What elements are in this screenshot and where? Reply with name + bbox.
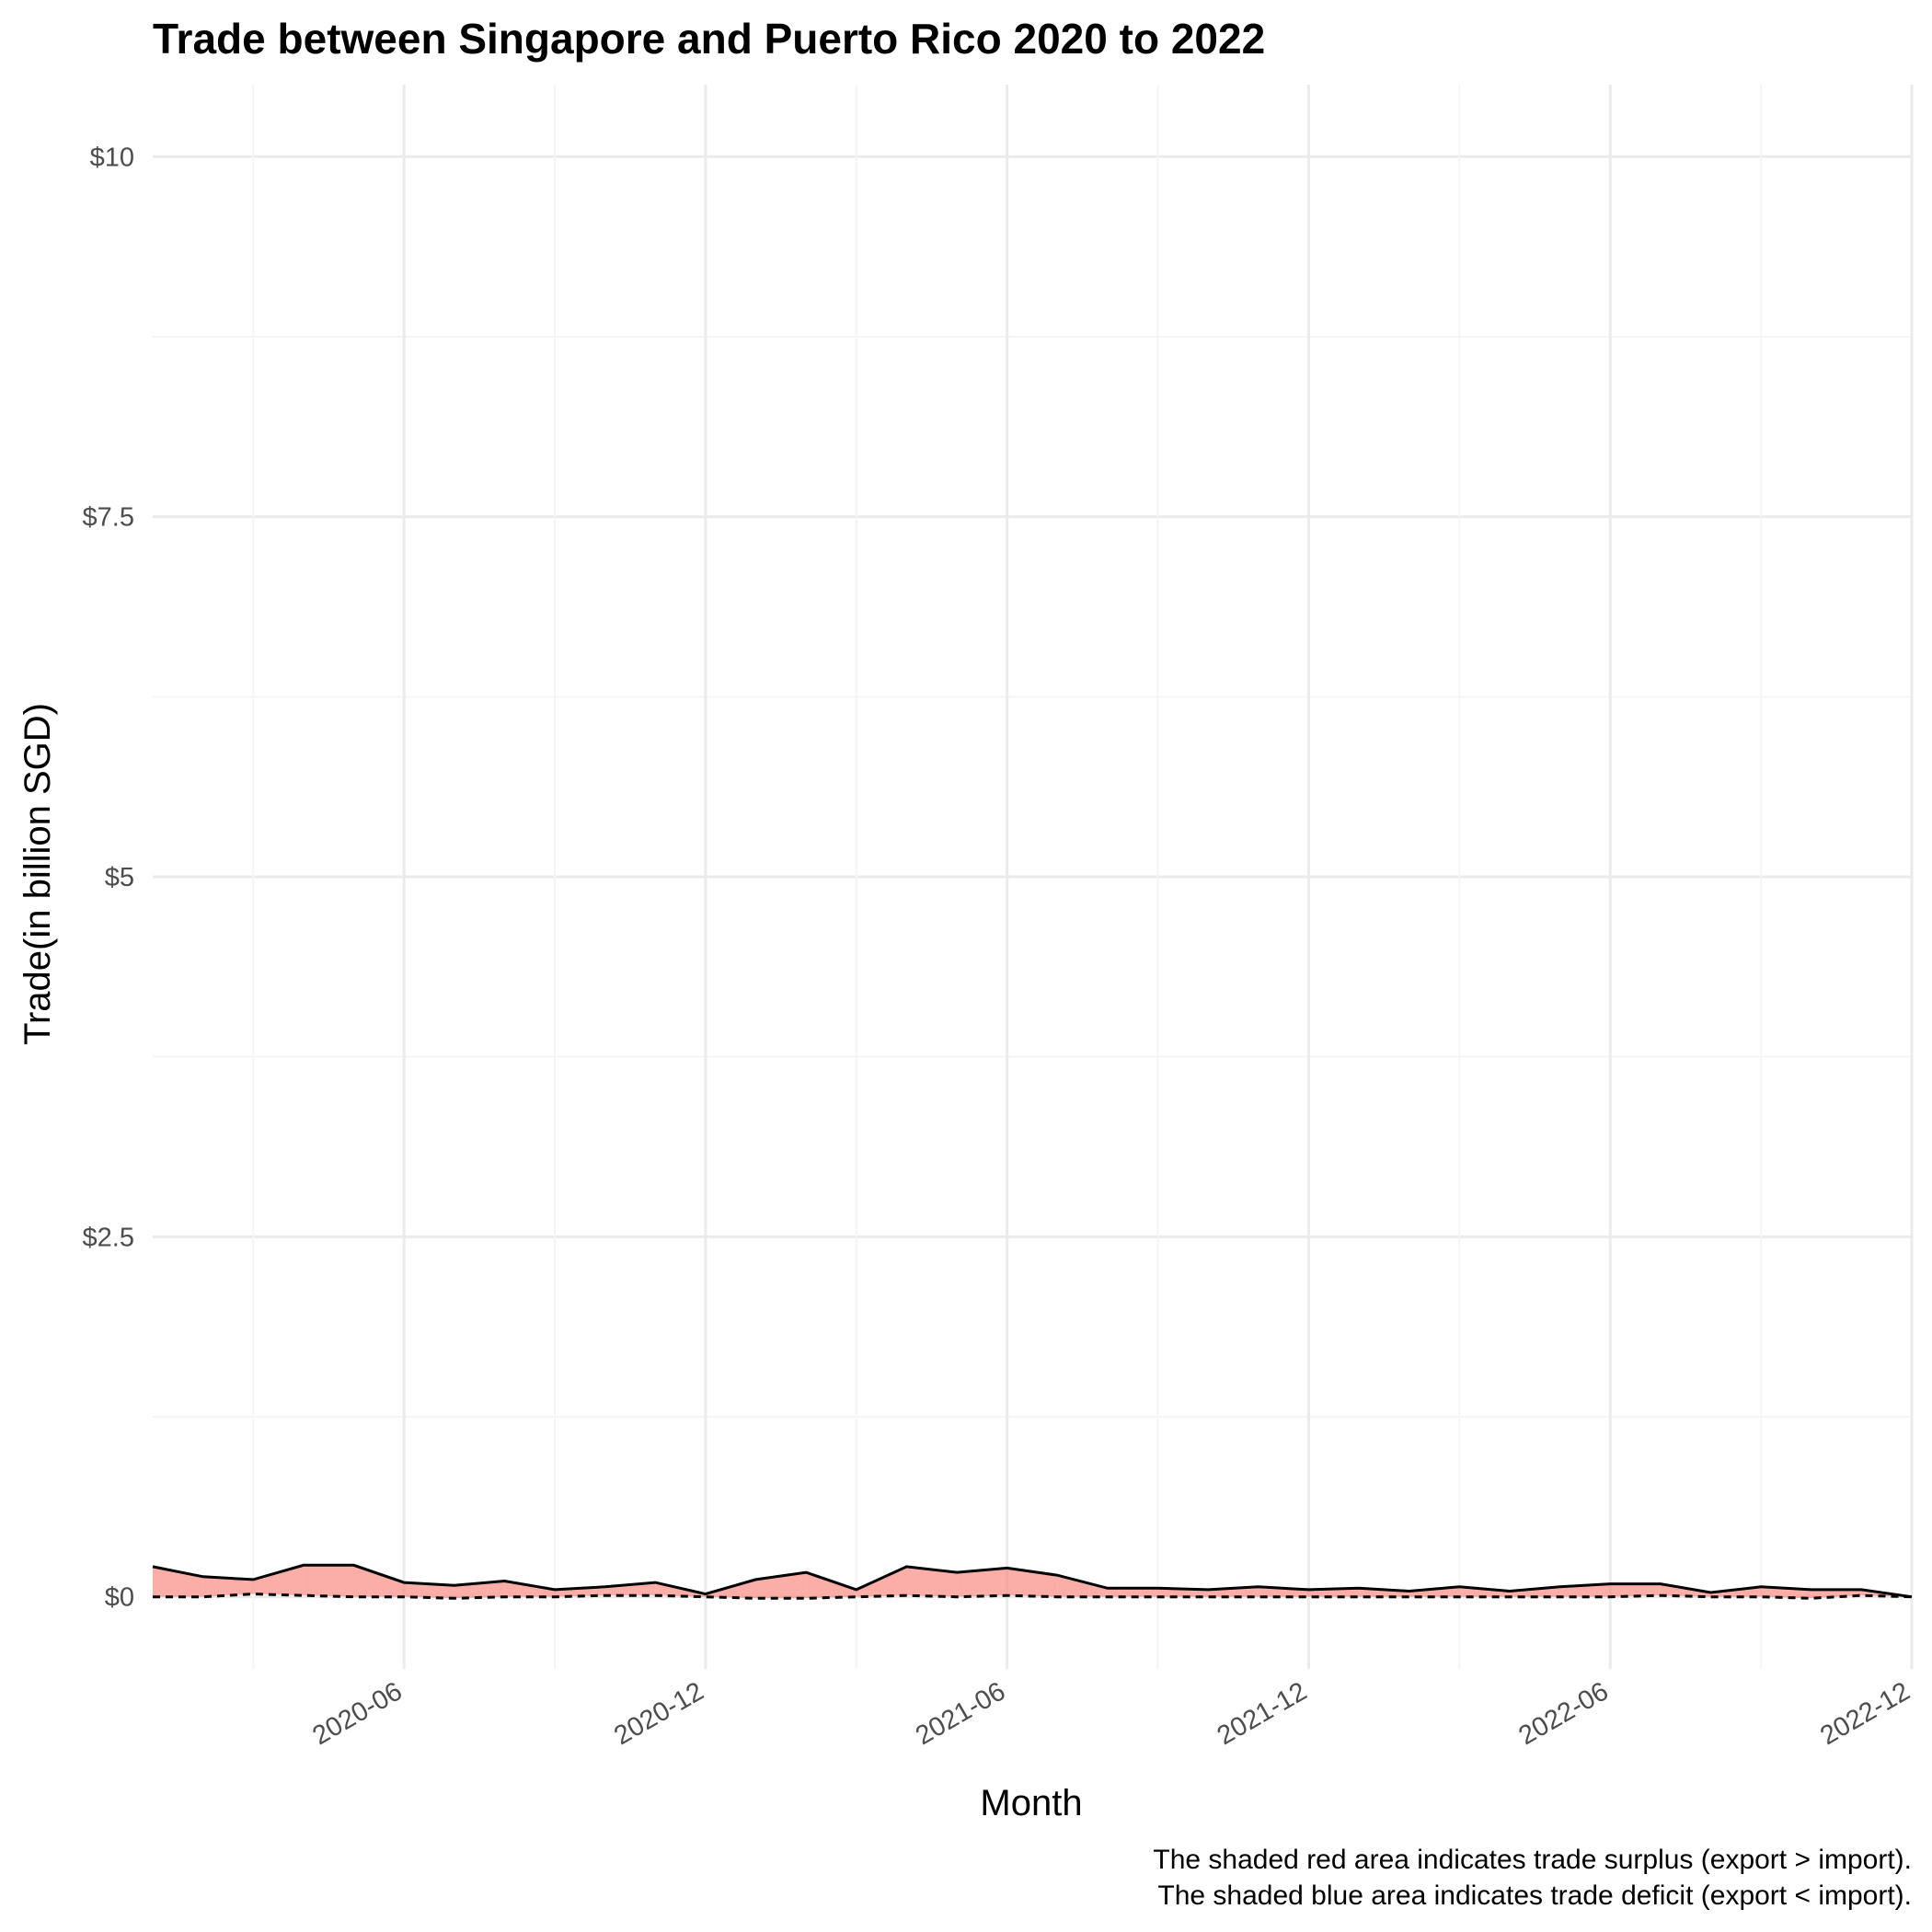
area-segment (1610, 1583, 1661, 1597)
caption-deficit: The shaded blue area indicates trade def… (1157, 1880, 1912, 1911)
x-tick-label: 2022-12 (1815, 1676, 1915, 1751)
area-segment (253, 1565, 304, 1596)
y-axis-title: Trade(in billion SGD) (17, 703, 58, 1045)
chart-title: Trade between Singapore and Puerto Rico … (153, 15, 1265, 63)
area-segment (806, 1572, 857, 1599)
line-layer (152, 1563, 1913, 1600)
area-segment (1107, 1588, 1158, 1597)
series-line-solid (152, 1563, 1913, 1599)
area-segment (1006, 1568, 1058, 1597)
caption-surplus: The shaded red area indicates trade surp… (1153, 1845, 1912, 1875)
y-tick-label: $5 (105, 863, 134, 892)
x-tick-label: 2021-12 (1213, 1676, 1312, 1751)
x-tick-label: 2020-12 (609, 1676, 708, 1751)
series-line-dashed (153, 1593, 1913, 1600)
area-segment (856, 1566, 907, 1597)
x-axis-title: Month (980, 1783, 1082, 1823)
area-segment (1811, 1589, 1862, 1599)
grid-layer (153, 85, 1914, 1669)
area-segment (504, 1581, 556, 1597)
area-segment (303, 1565, 354, 1597)
area-segment (1359, 1588, 1409, 1597)
area-layer (153, 1565, 1912, 1599)
area-segment (1509, 1586, 1560, 1597)
x-tick-label: 2022-06 (1514, 1676, 1614, 1751)
area-segment (353, 1565, 405, 1597)
y-tick-label: $2.5 (83, 1223, 134, 1252)
area-segment (1459, 1586, 1510, 1597)
area-segment (957, 1568, 1007, 1597)
area-segment (906, 1566, 958, 1597)
tick-layer: $0 $2.5 $5 $7.5 $10 2020-06 2020-12 2021-06 2021… (83, 143, 1915, 1751)
y-tick-label: $7.5 (83, 503, 134, 533)
y-tick-label: $0 (105, 1583, 134, 1613)
y-tick-label: $10 (90, 143, 134, 172)
x-tick-label: 2021-06 (911, 1676, 1010, 1751)
area-segment (404, 1582, 454, 1599)
area-segment (1409, 1586, 1460, 1597)
area-segment (202, 1576, 254, 1597)
x-tick-label: 2020-06 (307, 1676, 407, 1751)
area-segment (1057, 1575, 1108, 1597)
